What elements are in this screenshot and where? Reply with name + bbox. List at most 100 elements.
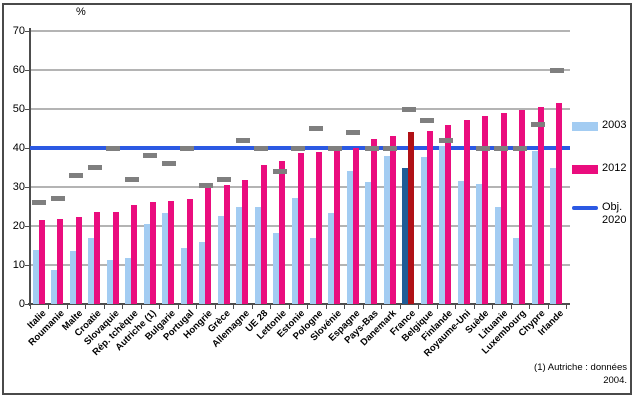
x-tick <box>344 304 346 309</box>
bar-2003-28 <box>550 167 557 304</box>
national-target-dash-0 <box>32 200 47 206</box>
national-target-dash-5 <box>124 176 139 182</box>
bar-2012-24 <box>482 116 489 304</box>
bar-2003-11 <box>236 206 243 304</box>
bar-2012-0 <box>38 220 45 304</box>
bar-2003-16 <box>328 212 335 304</box>
bar-2003-3 <box>88 238 95 304</box>
x-tick <box>196 304 198 309</box>
bar-2012-1 <box>57 219 64 304</box>
footnote-line1: (1) Autriche : données <box>534 362 627 373</box>
x-tick <box>510 304 512 309</box>
x-tick <box>103 304 105 309</box>
bar-2012-14 <box>297 153 304 304</box>
national-target-dash-25 <box>494 145 509 151</box>
national-target-dash-28 <box>549 67 564 73</box>
y-tick-60 <box>25 70 30 71</box>
bar-2003-5 <box>125 257 132 304</box>
x-tick <box>325 304 327 309</box>
x-tick <box>492 304 494 309</box>
national-target-dash-10 <box>217 176 232 182</box>
national-target-dash-9 <box>198 183 213 189</box>
bar-2003-24 <box>476 183 483 304</box>
bar-2003-14 <box>291 197 298 304</box>
y-tick-30 <box>25 187 30 188</box>
national-target-dash-26 <box>512 145 527 151</box>
y-axis-unit-label: % <box>76 6 86 18</box>
national-target-dash-21 <box>420 118 435 124</box>
bar-2012-22 <box>445 124 452 304</box>
bar-2003-21 <box>420 157 427 304</box>
x-tick <box>418 304 420 309</box>
bar-2012-10 <box>223 184 230 304</box>
national-target-dash-24 <box>475 145 490 151</box>
national-target-dash-15 <box>309 126 324 131</box>
x-tick <box>177 304 179 309</box>
bar-2012-12 <box>260 164 267 304</box>
national-target-dash-13 <box>272 168 287 174</box>
bar-2003-6 <box>143 224 150 304</box>
x-tick <box>288 304 290 309</box>
bar-2012-26 <box>519 109 526 304</box>
x-axis-line <box>28 303 570 305</box>
bar-2003-23 <box>457 181 464 304</box>
x-tick <box>233 304 235 309</box>
legend-obj-line1: Obj. <box>602 201 623 213</box>
x-tick <box>381 304 383 309</box>
y-tick-10 <box>25 265 30 266</box>
bar-2012-9 <box>205 188 212 304</box>
bar-2012-17 <box>352 147 359 304</box>
y-axis-line <box>29 28 31 306</box>
footnote-line2: 2004. <box>603 374 627 386</box>
y-tick-label-10: 10 <box>12 259 25 271</box>
legend-swatch-2003 <box>572 122 598 131</box>
x-tick <box>547 304 549 309</box>
x-tick <box>529 304 531 309</box>
footnote: (1) Autriche : données 2004. <box>534 362 627 387</box>
x-tick <box>48 304 50 309</box>
bar-2012-21 <box>426 130 433 304</box>
legend-obj-line2: 2020 <box>602 214 627 226</box>
bar-2012-5 <box>131 204 138 304</box>
y-tick-label-20: 20 <box>12 220 25 232</box>
bar-2003-17 <box>346 171 353 304</box>
bar-2003-2 <box>69 251 76 304</box>
x-tick <box>399 304 401 309</box>
bar-2003-15 <box>309 238 316 304</box>
national-target-dash-14 <box>291 145 305 151</box>
bar-2003-22 <box>439 146 446 304</box>
x-tick <box>566 304 567 309</box>
bar-2012-11 <box>242 180 249 304</box>
bar-2003-12 <box>254 206 261 304</box>
y-tick-20 <box>25 226 30 227</box>
gridline-60 <box>30 69 570 71</box>
bar-2003-4 <box>106 259 113 304</box>
national-target-dash-11 <box>235 137 250 143</box>
bar-2003-18 <box>365 181 372 304</box>
x-tick <box>436 304 438 309</box>
x-tick <box>85 304 87 309</box>
x-tick <box>159 304 161 309</box>
bar-2012-2 <box>75 217 82 304</box>
bar-2012-7 <box>168 200 175 304</box>
bar-2012-15 <box>315 152 322 304</box>
bar-2003-19 <box>383 155 390 304</box>
bar-2003-27 <box>531 151 538 304</box>
bar-2012-8 <box>186 198 193 304</box>
x-tick <box>122 304 124 309</box>
y-tick-label-50: 50 <box>12 103 25 115</box>
bar-2003-7 <box>162 212 169 304</box>
bar-2003-1 <box>51 269 58 304</box>
bar-2003-0 <box>32 250 39 304</box>
y-tick-0 <box>25 304 30 305</box>
y-tick-label-0: 0 <box>18 298 25 310</box>
bar-2003-13 <box>273 232 280 304</box>
gridline-70 <box>30 30 570 32</box>
national-target-dash-18 <box>364 145 379 151</box>
bar-2012-20 <box>408 132 415 304</box>
national-target-dash-1 <box>50 196 65 202</box>
legend-label-2003: 2003 <box>602 119 627 131</box>
bar-2003-8 <box>180 247 187 304</box>
national-target-dash-4 <box>106 145 121 151</box>
